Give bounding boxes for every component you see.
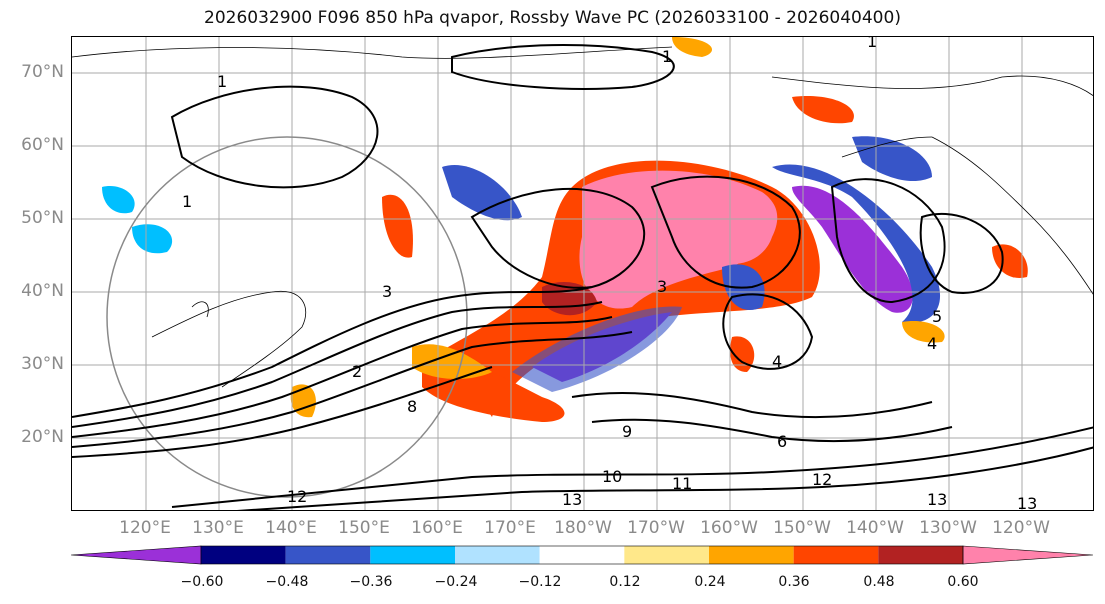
- patch-south-orange: [290, 384, 316, 418]
- negative-anomaly-south-fringe: [512, 306, 682, 392]
- negative-anomaly-northeast: [792, 185, 913, 313]
- lon-label-130e: 130°E: [192, 518, 244, 538]
- contour-label: 3: [657, 277, 667, 296]
- colorbar-segment: [624, 546, 709, 564]
- negative-anomaly-northwest: [442, 165, 522, 221]
- map-panel[interactable]: 1 1 1 1 2 3 3 4 4 5 6 8 9 10 11 12 12 13…: [71, 36, 1094, 511]
- contour-value-labels: 1 1 1 1 2 3 3 4 4 5 6 8 9 10 11 12 12 13…: [182, 37, 1037, 511]
- colorbar-tick-label: 0.60: [947, 574, 979, 590]
- colorbar-tick-label: −0.36: [349, 574, 393, 590]
- lon-label-140e: 140°E: [265, 518, 317, 538]
- region-circle: [106, 136, 468, 498]
- colorbar: [70, 545, 1094, 565]
- contour-label: 5: [932, 307, 942, 326]
- lat-label-60n: 60°N: [21, 135, 64, 155]
- contour-label: 12: [812, 470, 832, 489]
- lon-label-150e: 150°E: [338, 518, 390, 538]
- lon-label-180w: 180°W: [554, 518, 612, 538]
- graticule: [72, 37, 1093, 510]
- lon-label-120e: 120°E: [119, 518, 171, 538]
- patch-far-ne: [672, 37, 712, 57]
- map-canvas: 1 1 1 1 2 3 3 4 4 5 6 8 9 10 11 12 12 13…: [72, 37, 1093, 511]
- contour-label: 4: [772, 352, 782, 371]
- contour-label: 3: [382, 282, 392, 301]
- patch-west-orange: [382, 194, 413, 258]
- patch-nw-blue: [102, 186, 135, 214]
- colorbar-tick-label: −0.24: [434, 574, 478, 590]
- patch-east-red: [730, 336, 755, 372]
- colorbar-tick-label: 0.36: [778, 574, 810, 590]
- colorbar-tick-label: −0.48: [265, 574, 309, 590]
- contour-label: 10: [602, 467, 622, 486]
- contour-lines: [72, 44, 1093, 510]
- lon-label-140w: 140°W: [846, 518, 904, 538]
- negative-anomaly-northeast-fringe: [772, 164, 941, 323]
- lat-label-20n: 20°N: [21, 427, 64, 447]
- lon-label-120w: 120°W: [992, 518, 1050, 538]
- lat-label-50n: 50°N: [21, 208, 64, 228]
- lon-label-160w: 160°W: [700, 518, 758, 538]
- colorbar-tick-label: 0.24: [694, 574, 726, 590]
- contour-label: 13: [562, 490, 582, 509]
- colorbar-segment: [455, 546, 540, 564]
- patch-se-orange: [902, 321, 945, 343]
- contour-label: 1: [217, 72, 227, 91]
- lon-label-170w: 170°W: [627, 518, 685, 538]
- lat-label-30n: 30°N: [21, 354, 64, 374]
- colorbar-segment: [962, 545, 1094, 565]
- lat-label-40n: 40°N: [21, 281, 64, 301]
- colorbar-segment: [709, 546, 794, 564]
- colorbar-tick-label: 0.48: [863, 574, 895, 590]
- contour-label: 12: [287, 487, 307, 506]
- contour-label: 11: [672, 474, 692, 493]
- contour-label: 1: [662, 47, 672, 66]
- lon-label-170e: 170°E: [484, 518, 536, 538]
- colorbar-tick-label: −0.12: [518, 574, 562, 590]
- colorbar-segment: [70, 545, 202, 565]
- lon-label-150w: 150°W: [773, 518, 831, 538]
- colorbar-outline: [200, 545, 964, 565]
- contour-label: 13: [1017, 494, 1037, 511]
- contour-label: 13: [927, 490, 947, 509]
- colorbar-segment: [285, 546, 371, 564]
- colorbar-segment: [878, 546, 963, 564]
- lon-label-160e: 160°E: [411, 518, 463, 538]
- patch-east-orange: [792, 96, 854, 124]
- anomaly-shading: [102, 37, 1028, 422]
- patch-nw-blue-2: [132, 224, 173, 254]
- map-title: 2026032900 F096 850 hPa qvapor, Rossby W…: [204, 8, 901, 28]
- colorbar-tick-label: −0.60: [180, 574, 224, 590]
- colorbar-segment: [201, 546, 286, 564]
- positive-anomaly-core-2: [702, 189, 778, 264]
- lat-label-70n: 70°N: [21, 62, 64, 82]
- positive-anomaly-fringe: [412, 344, 492, 379]
- contour-label: 2: [352, 362, 362, 381]
- negative-anomaly-alaska: [852, 136, 932, 182]
- colorbar-segment: [793, 546, 879, 564]
- contour-label: 1: [867, 37, 877, 51]
- contour-label: 1: [182, 192, 192, 211]
- colorbar-segment: [370, 546, 455, 564]
- colorbar-segment: [539, 546, 625, 564]
- contour-label: 9: [622, 422, 632, 441]
- contour-label: 8: [407, 397, 417, 416]
- coastlines: [72, 46, 1093, 388]
- colorbar-tick-label: 0.12: [609, 574, 641, 590]
- contour-label: 6: [777, 432, 787, 451]
- contour-label: 4: [927, 334, 937, 353]
- colorbar-segments: [70, 545, 1094, 565]
- lon-label-130w: 130°W: [919, 518, 977, 538]
